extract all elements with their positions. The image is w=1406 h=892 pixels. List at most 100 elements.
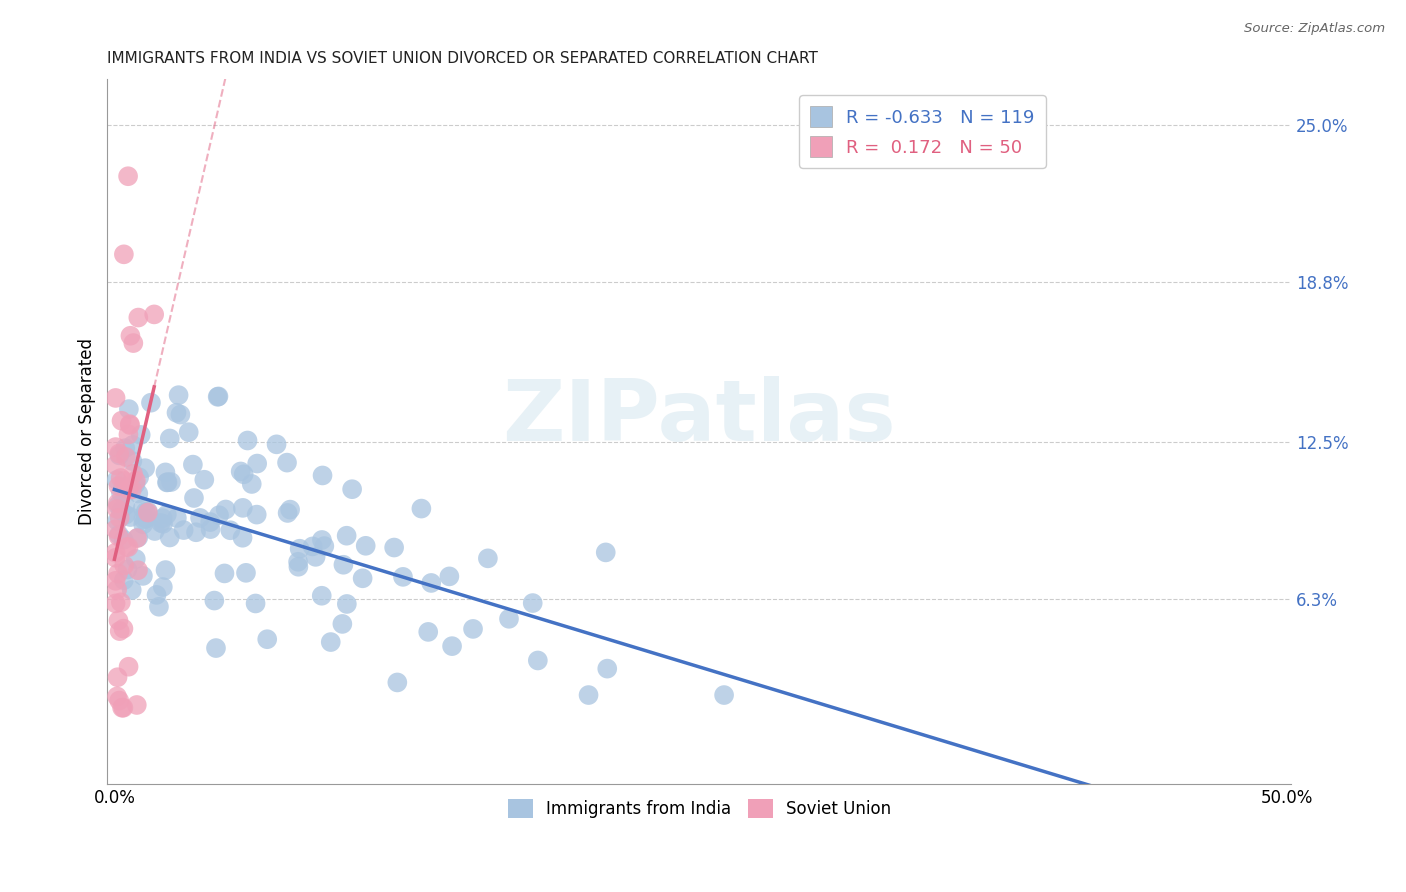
Point xyxy=(112,558,135,573)
Point xyxy=(108,511,131,525)
Point xyxy=(110,595,132,609)
Point xyxy=(112,247,135,261)
Point xyxy=(155,466,177,480)
Point xyxy=(115,540,138,554)
Point xyxy=(166,511,188,525)
Point xyxy=(107,529,129,543)
Point xyxy=(111,481,134,495)
Point xyxy=(522,596,544,610)
Point xyxy=(246,508,269,522)
Point xyxy=(112,573,135,587)
Point xyxy=(120,328,142,343)
Point xyxy=(149,516,172,530)
Point xyxy=(152,580,174,594)
Point xyxy=(159,432,181,446)
Point xyxy=(135,505,157,519)
Point xyxy=(207,389,229,403)
Point xyxy=(122,467,145,481)
Point xyxy=(108,527,131,541)
Point xyxy=(111,700,134,714)
Point xyxy=(136,504,159,518)
Point xyxy=(127,486,149,500)
Point xyxy=(143,524,166,538)
Point xyxy=(188,511,211,525)
Point xyxy=(498,612,520,626)
Point xyxy=(134,461,156,475)
Point xyxy=(232,531,254,545)
Point xyxy=(156,475,179,490)
Point xyxy=(181,458,204,472)
Point xyxy=(121,483,143,497)
Point xyxy=(104,522,127,536)
Point xyxy=(277,506,299,520)
Point xyxy=(128,470,150,484)
Point xyxy=(311,533,333,547)
Point xyxy=(120,510,142,524)
Point xyxy=(104,574,127,588)
Point xyxy=(105,473,128,487)
Point xyxy=(121,582,143,597)
Point xyxy=(118,417,141,432)
Point xyxy=(145,588,167,602)
Y-axis label: Divorced or Separated: Divorced or Separated xyxy=(79,338,96,525)
Point xyxy=(387,675,409,690)
Point xyxy=(596,662,619,676)
Point xyxy=(578,688,600,702)
Point xyxy=(276,456,298,470)
Point xyxy=(104,546,127,560)
Point xyxy=(105,690,128,704)
Point xyxy=(105,582,128,597)
Point xyxy=(184,525,207,540)
Point xyxy=(112,533,135,547)
Point xyxy=(131,501,153,516)
Point xyxy=(132,569,155,583)
Point xyxy=(418,624,440,639)
Point xyxy=(107,614,129,628)
Point xyxy=(336,597,359,611)
Point xyxy=(287,555,309,569)
Point xyxy=(159,531,181,545)
Point xyxy=(200,522,222,536)
Point xyxy=(127,530,149,544)
Legend: Immigrants from India, Soviet Union: Immigrants from India, Soviet Union xyxy=(501,792,898,825)
Point xyxy=(107,566,129,581)
Point xyxy=(117,169,139,184)
Point xyxy=(595,545,617,559)
Text: IMMIGRANTS FROM INDIA VS SOVIET UNION DIVORCED OR SEPARATED CORRELATION CHART: IMMIGRANTS FROM INDIA VS SOVIET UNION DI… xyxy=(107,51,818,66)
Point xyxy=(311,468,333,483)
Point xyxy=(118,417,141,432)
Point xyxy=(107,670,129,684)
Point xyxy=(110,471,132,485)
Point xyxy=(114,441,136,455)
Point xyxy=(266,437,288,451)
Point xyxy=(382,541,405,555)
Point xyxy=(332,558,354,572)
Point xyxy=(245,597,267,611)
Point xyxy=(246,457,269,471)
Point xyxy=(104,596,127,610)
Point xyxy=(105,514,128,528)
Point xyxy=(121,454,143,468)
Point xyxy=(205,641,228,656)
Point xyxy=(104,550,127,565)
Point xyxy=(240,477,263,491)
Point xyxy=(411,501,433,516)
Point xyxy=(214,566,236,581)
Point xyxy=(135,512,157,526)
Point xyxy=(208,508,231,523)
Point xyxy=(129,428,152,442)
Point xyxy=(108,624,131,639)
Point xyxy=(125,552,148,566)
Text: ZIPatlas: ZIPatlas xyxy=(502,376,896,459)
Point xyxy=(232,500,254,515)
Point xyxy=(152,511,174,525)
Point xyxy=(167,388,190,402)
Point xyxy=(110,414,132,428)
Point xyxy=(156,508,179,522)
Point xyxy=(104,458,127,473)
Point xyxy=(278,502,301,516)
Point xyxy=(108,693,131,707)
Point xyxy=(127,310,149,325)
Point xyxy=(117,659,139,673)
Point xyxy=(354,539,377,553)
